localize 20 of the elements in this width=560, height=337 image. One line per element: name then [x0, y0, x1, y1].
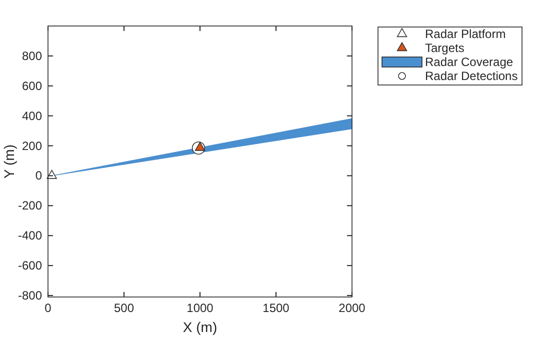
- x-tick-label: 500: [114, 301, 134, 315]
- x-tick-label: 1500: [262, 301, 290, 315]
- y-tick-label: -600: [18, 258, 42, 273]
- y-axis-title: Y (m): [1, 144, 17, 178]
- y-tick-label: 400: [22, 108, 42, 123]
- legend-label: Radar Detections: [425, 69, 518, 83]
- y-tick-label: -800: [18, 288, 42, 303]
- x-tick-label: 2000: [338, 301, 366, 315]
- legend-label: Radar Coverage: [425, 55, 514, 69]
- legend-label: Targets: [425, 41, 464, 55]
- x-tick-label: 0: [44, 301, 52, 315]
- x-tick-label: 1000: [186, 301, 214, 315]
- y-tick-label: -200: [18, 198, 42, 213]
- y-tick-label: 800: [22, 48, 42, 63]
- legend-label: Radar Platform: [425, 27, 506, 41]
- y-tick-label: 200: [22, 138, 42, 153]
- y-tick-label: 0: [35, 168, 42, 183]
- y-tick-label: -400: [18, 228, 42, 243]
- x-axis-title: X (m): [182, 319, 218, 335]
- y-tick-label: 600: [22, 78, 42, 93]
